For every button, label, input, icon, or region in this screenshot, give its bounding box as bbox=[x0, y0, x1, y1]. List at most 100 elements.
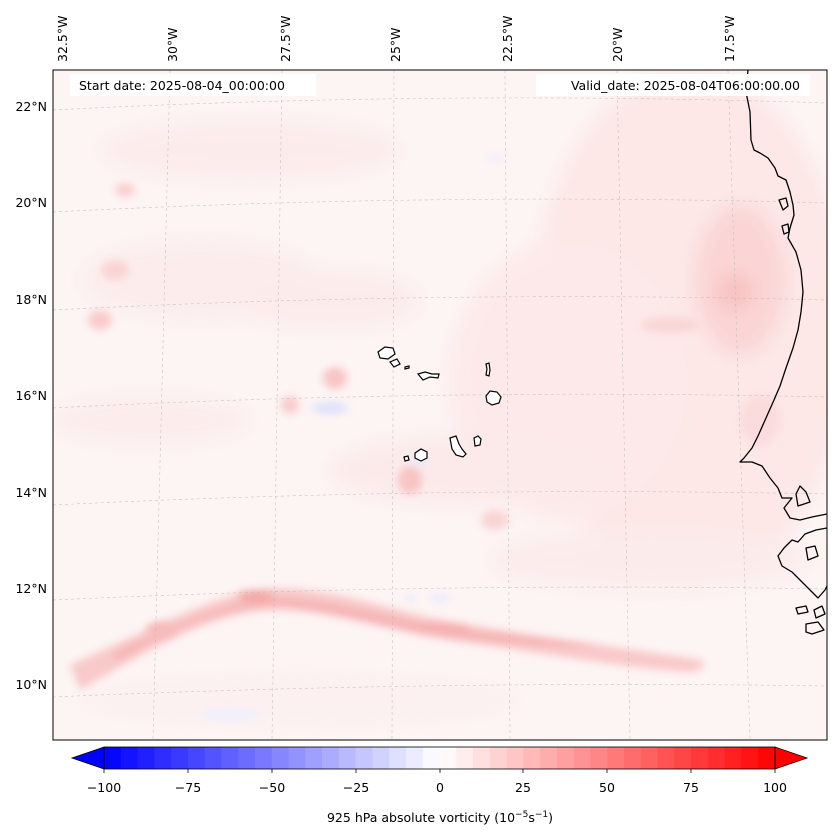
colorbar-segment bbox=[204, 747, 223, 769]
cb-tick-label: 50 bbox=[599, 780, 615, 795]
colorbar-ticks bbox=[103, 769, 776, 773]
colorbar-segment bbox=[338, 747, 357, 769]
sao-vicente-island bbox=[389, 358, 401, 368]
start-date-label: Start date: 2025-08-04_00:00:00 bbox=[79, 78, 285, 93]
colorbar-segment bbox=[489, 747, 508, 769]
boa-vista-island bbox=[485, 390, 502, 406]
lon-label-25w: 25°W bbox=[388, 27, 403, 62]
gambia-guinea-coast bbox=[777, 527, 827, 599]
colorbar-segment bbox=[288, 747, 306, 769]
colorbar-segment bbox=[389, 747, 407, 769]
coast-islands-2 bbox=[813, 605, 826, 619]
lon-label-17-5w: 17.5°W bbox=[722, 16, 737, 62]
coast-estuary-2 bbox=[805, 545, 819, 561]
lat-label-16n: 16°N bbox=[15, 388, 47, 403]
colorbar-segment bbox=[573, 747, 592, 769]
valid-date-box bbox=[536, 74, 810, 96]
colorbar-segments bbox=[104, 747, 776, 769]
colorbar-segment bbox=[657, 747, 675, 769]
lat-label-18n: 18°N bbox=[15, 292, 47, 307]
colorbar-segment bbox=[271, 747, 290, 769]
santa-luzia-island bbox=[404, 365, 410, 370]
coast-inlet bbox=[778, 197, 789, 211]
santiago-island bbox=[449, 435, 467, 458]
lat-label-20n: 20°N bbox=[15, 195, 47, 210]
maio-island bbox=[473, 435, 482, 447]
colorbar-segment bbox=[540, 747, 558, 769]
colorbar-segment bbox=[707, 747, 726, 769]
colorbar-segment bbox=[238, 747, 256, 769]
lat-label-14n: 14°N bbox=[15, 485, 47, 500]
colorbar-label: 925 hPa absolute vorticity (10−5s−1) bbox=[327, 810, 553, 825]
start-date-box bbox=[70, 74, 316, 96]
lat-label-10n: 10°N bbox=[15, 677, 47, 692]
colorbar-segment bbox=[137, 747, 155, 769]
latitude-labels: 22°N 20°N 18°N 16°N 14°N 12°N 10°N bbox=[15, 99, 47, 692]
colorbar-segment bbox=[607, 747, 625, 769]
colorbar-segment bbox=[556, 747, 575, 769]
colorbar-high-extend bbox=[774, 746, 809, 770]
colorbar-segment bbox=[254, 747, 273, 769]
colorbar-segment bbox=[154, 747, 172, 769]
colorbar-segment bbox=[372, 747, 390, 769]
colorbar-segment bbox=[674, 747, 692, 769]
fogo-island bbox=[414, 448, 428, 462]
longitude-labels: 32.5°W 30°W 27.5°W 25°W 22.5°W 20°W 17.5… bbox=[55, 16, 737, 62]
lon-label-27-5w: 27.5°W bbox=[278, 16, 293, 62]
valid-date-label: Valid_date: 2025-08-04T06:00:00.00 bbox=[571, 78, 800, 93]
gridlines bbox=[53, 70, 827, 740]
vorticity-field bbox=[53, 70, 827, 725]
cape-verde-islands bbox=[377, 346, 502, 462]
colorbar-frame bbox=[103, 746, 776, 770]
brava-island bbox=[403, 455, 410, 462]
colorbar-tick-labels: −100 −75 −50 −25 0 25 50 75 100 bbox=[87, 780, 787, 795]
lon-label-30w: 30°W bbox=[165, 27, 180, 62]
cb-tick-label: −100 bbox=[87, 780, 121, 795]
map-panel: Start date: 2025-08-04_00:00:00 Valid_da… bbox=[53, 70, 827, 740]
cb-tick-label: 100 bbox=[763, 780, 787, 795]
colorbar: −100 −75 −50 −25 0 25 50 75 100 925 hPa … bbox=[70, 746, 809, 825]
sal-island bbox=[485, 362, 491, 377]
colorbar-segment bbox=[456, 747, 474, 769]
cb-tick-label: 75 bbox=[683, 780, 699, 795]
colorbar-segment bbox=[758, 747, 776, 769]
colorbar-segment bbox=[640, 747, 659, 769]
coast-inlet-2 bbox=[781, 223, 790, 235]
lon-label-20w: 20°W bbox=[610, 27, 625, 62]
map-frame bbox=[52, 69, 828, 741]
cb-tick-label: −75 bbox=[175, 780, 201, 795]
colorbar-segment bbox=[624, 747, 642, 769]
lon-label-32-5w: 32.5°W bbox=[55, 16, 70, 62]
colorbar-segment bbox=[305, 747, 323, 769]
colorbar-segment bbox=[691, 747, 709, 769]
cb-tick-label: 0 bbox=[436, 780, 444, 795]
colorbar-low-extend bbox=[70, 746, 105, 770]
lat-label-22n: 22°N bbox=[15, 99, 47, 114]
colorbar-segment bbox=[506, 747, 524, 769]
coast-islands-1 bbox=[795, 605, 809, 615]
colorbar-segment bbox=[405, 747, 424, 769]
colorbar-segment bbox=[221, 747, 239, 769]
colorbar-segment bbox=[523, 747, 541, 769]
colorbar-segment bbox=[724, 747, 743, 769]
colorbar-segment bbox=[355, 747, 374, 769]
colorbar-segment bbox=[590, 747, 608, 769]
colorbar-segment bbox=[322, 747, 340, 769]
cb-tick-label: 25 bbox=[515, 780, 531, 795]
colorbar-segment bbox=[120, 747, 139, 769]
west-african-coastline bbox=[739, 70, 827, 635]
colorbar-segment bbox=[187, 747, 206, 769]
colorbar-segment bbox=[171, 747, 189, 769]
colorbar-segment bbox=[422, 747, 441, 769]
lon-label-22-5w: 22.5°W bbox=[500, 16, 515, 62]
colorbar-segment bbox=[741, 747, 759, 769]
cb-tick-label: −50 bbox=[259, 780, 285, 795]
colorbar-segment bbox=[439, 747, 457, 769]
lat-label-12n: 12°N bbox=[15, 581, 47, 596]
coast-islands-3 bbox=[805, 621, 825, 635]
colorbar-segment bbox=[104, 747, 122, 769]
santo-antao-island bbox=[377, 346, 396, 360]
sao-nicolau-island bbox=[416, 371, 440, 381]
cb-tick-label: −25 bbox=[343, 780, 369, 795]
